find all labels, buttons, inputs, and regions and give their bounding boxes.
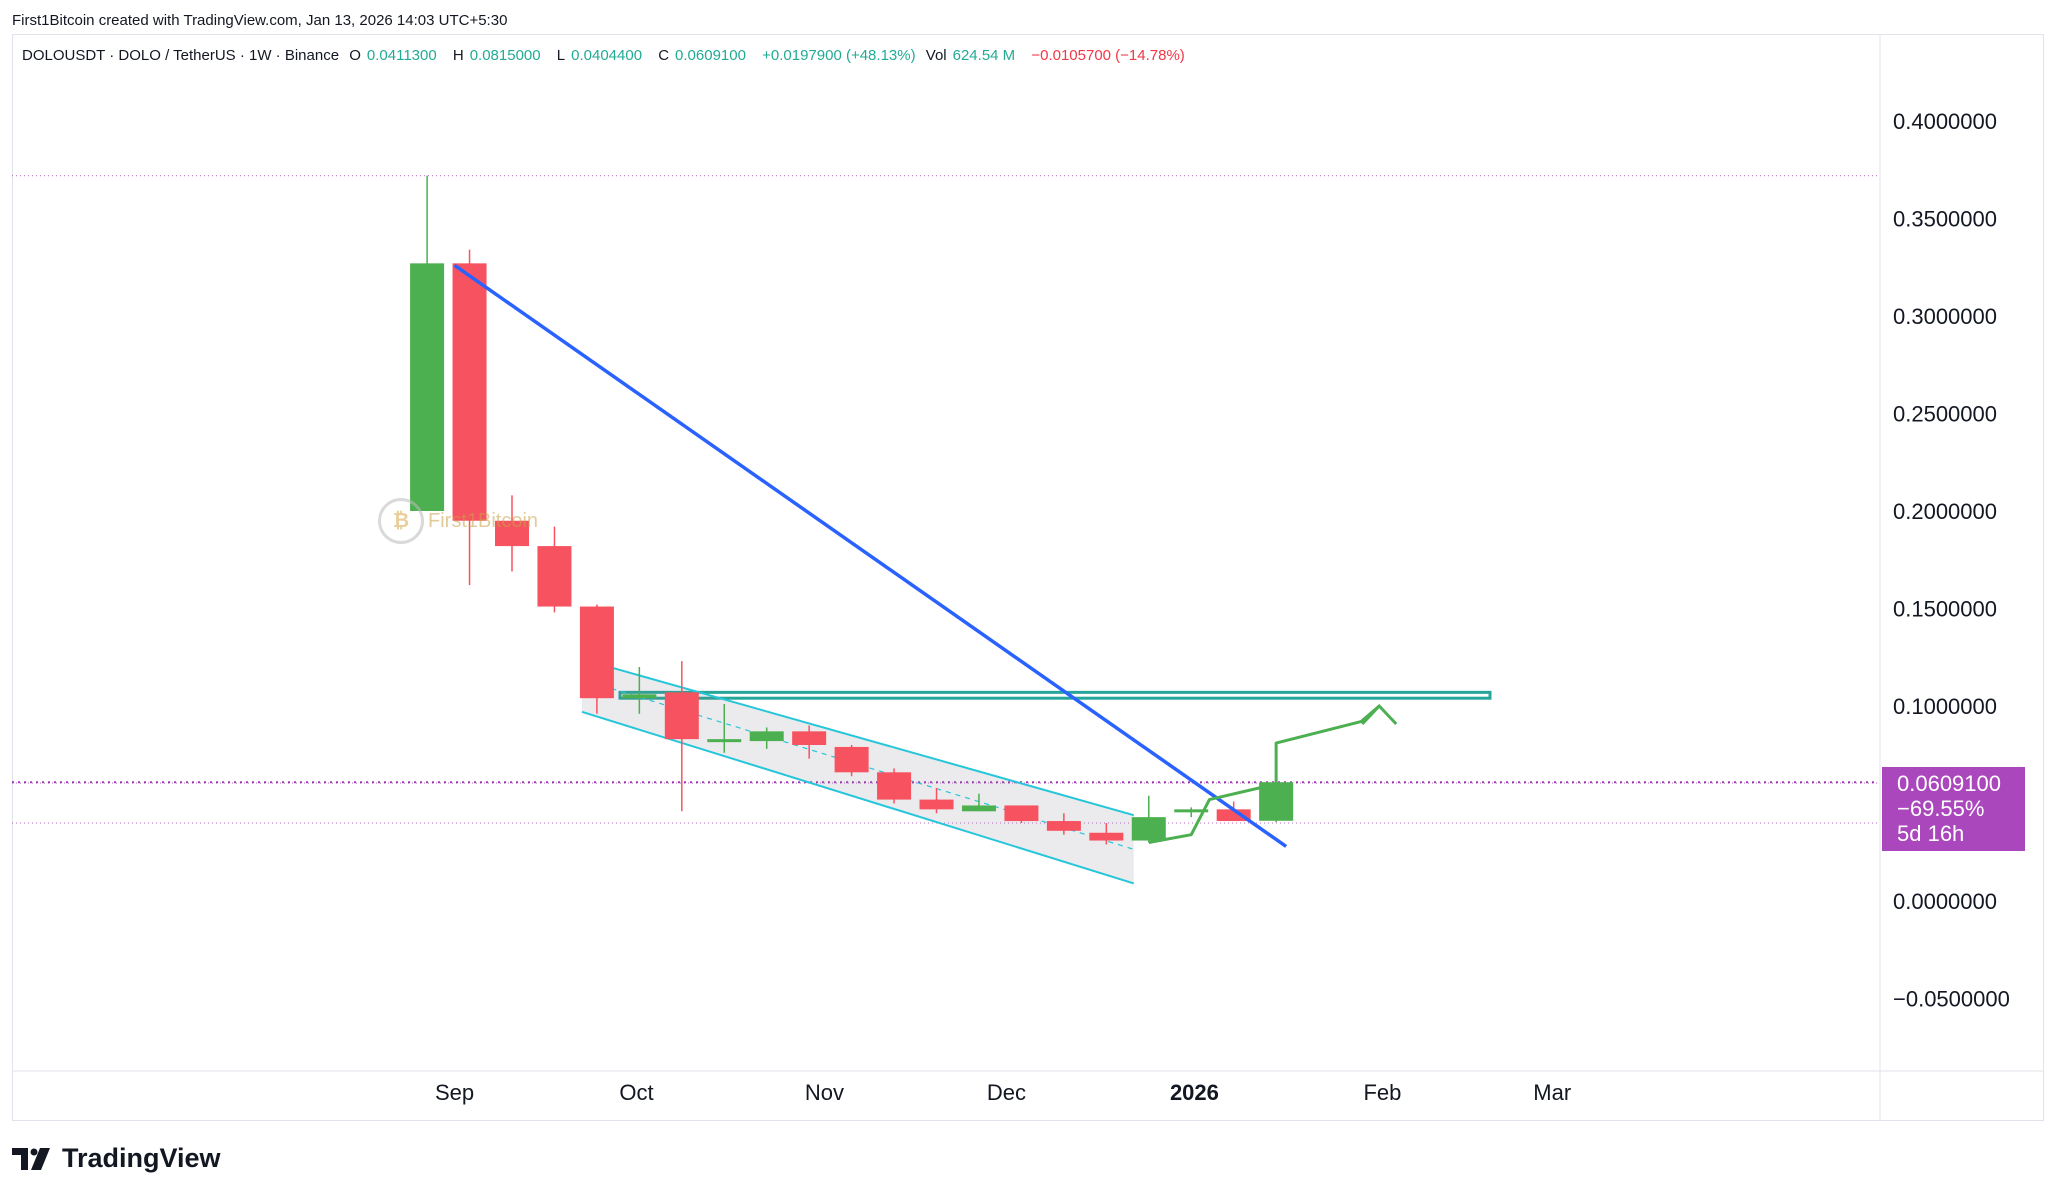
candle-body bbox=[792, 731, 827, 745]
tradingview-logo[interactable]: TradingView bbox=[12, 1143, 221, 1174]
y-tick-label: 0.4000000 bbox=[1893, 109, 1997, 134]
candle-body bbox=[961, 805, 996, 812]
legend-vol-key: Vol bbox=[925, 47, 947, 64]
legend-high: 0.0815000 bbox=[469, 47, 541, 64]
legend-low: 0.0404400 bbox=[571, 47, 643, 64]
legend-symbol[interactable]: DOLOUSDT · DOLO / TetherUS · 1W · Binanc… bbox=[22, 47, 340, 64]
candle-body bbox=[622, 694, 657, 699]
x-tick-label: Dec bbox=[987, 1080, 1026, 1105]
candle-body bbox=[1259, 782, 1294, 821]
legend-high-key: H bbox=[452, 47, 464, 64]
x-tick-label: Feb bbox=[1363, 1080, 1401, 1105]
y-tick-label: 0.0000000 bbox=[1893, 889, 1997, 914]
x-tick-label: Oct bbox=[619, 1080, 653, 1105]
candle-body bbox=[1089, 832, 1124, 841]
y-tick-label: 0.2500000 bbox=[1893, 402, 1997, 427]
watermark: ₿ First1Bitcoin bbox=[378, 498, 538, 544]
candle-body bbox=[919, 799, 954, 810]
candle-body bbox=[410, 263, 445, 511]
x-tick-label: 2026 bbox=[1170, 1080, 1219, 1105]
candle-body bbox=[1004, 805, 1039, 822]
legend-close: 0.0609100 bbox=[675, 47, 746, 64]
x-tick-label: Sep bbox=[435, 1080, 474, 1105]
y-tick-label: 0.3000000 bbox=[1893, 304, 1997, 329]
price-change-percent: −69.55% bbox=[1897, 796, 1985, 821]
y-tick-label: 0.1500000 bbox=[1893, 597, 1997, 622]
legend-open: 0.0411300 bbox=[366, 47, 437, 64]
x-tick-label: Nov bbox=[805, 1080, 844, 1105]
candle-body bbox=[1046, 821, 1081, 831]
chart-credit: First1Bitcoin created with TradingView.c… bbox=[12, 12, 508, 29]
projection-path bbox=[1148, 704, 1381, 844]
ohlc-legend: DOLOUSDT · DOLO / TetherUS · 1W · Binanc… bbox=[22, 47, 1191, 64]
candle-body bbox=[664, 692, 699, 740]
y-tick-label: 0.1000000 bbox=[1893, 694, 1997, 719]
candle-body bbox=[579, 606, 614, 699]
x-tick-label: Mar bbox=[1533, 1080, 1571, 1105]
descending-trendline bbox=[453, 263, 1288, 848]
watermark-text: First1Bitcoin bbox=[428, 509, 539, 532]
bar-countdown: 5d 16h bbox=[1897, 821, 1965, 846]
candle-body bbox=[1174, 809, 1209, 813]
candle-body bbox=[749, 731, 784, 742]
candle-body bbox=[834, 746, 869, 773]
legend-change: +0.0197900 (+48.13%) bbox=[762, 47, 916, 64]
candle-body bbox=[1131, 817, 1166, 841]
y-tick-label: −0.0500000 bbox=[1893, 987, 2010, 1012]
y-tick-label: 0.2000000 bbox=[1893, 499, 1997, 524]
tradingview-brand: TradingView bbox=[62, 1143, 221, 1173]
candle-body bbox=[537, 546, 572, 607]
legend-volume: 624.54 M bbox=[952, 47, 1016, 64]
candle-body bbox=[1216, 809, 1251, 822]
last-price-label: 0.0609100 −69.55% 5d 16h bbox=[1882, 767, 2025, 851]
watermark-logo-icon: ₿ bbox=[378, 498, 424, 544]
candle-body bbox=[707, 739, 742, 743]
channel-upper-line bbox=[581, 658, 1135, 817]
candle-body bbox=[877, 772, 912, 800]
chart-frame bbox=[12, 34, 2044, 1121]
resistance-zone bbox=[618, 690, 1492, 700]
candle-body bbox=[452, 263, 487, 521]
legend-open-key: O bbox=[349, 47, 361, 64]
last-price: 0.0609100 bbox=[1897, 771, 2001, 796]
candle-body bbox=[495, 520, 529, 547]
y-tick-label: 0.3500000 bbox=[1893, 207, 1997, 232]
legend-low-key: L bbox=[556, 47, 566, 64]
tradingview-logo-icon bbox=[12, 1147, 50, 1170]
legend-volume-change: −0.0105700 (−14.78%) bbox=[1031, 47, 1185, 64]
projection-arrowhead bbox=[1361, 703, 1398, 726]
channel-lower-line bbox=[581, 710, 1135, 885]
legend-close-key: C bbox=[658, 47, 670, 64]
